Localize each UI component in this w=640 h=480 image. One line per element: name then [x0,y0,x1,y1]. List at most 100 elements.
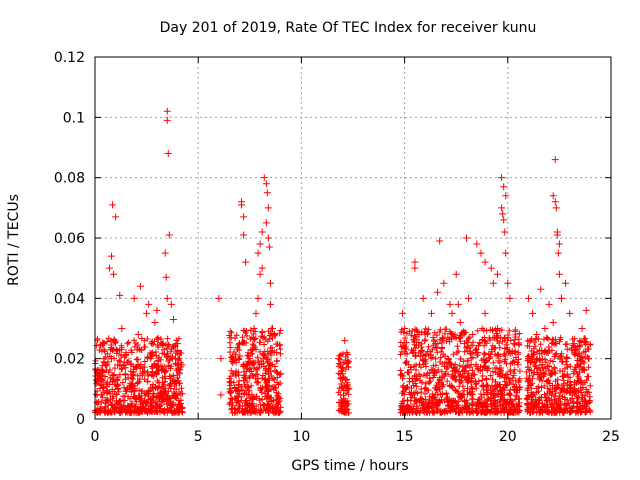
data-point [337,391,345,399]
data-point [262,219,270,227]
data-point [448,309,456,317]
data-point [265,243,273,251]
data-point [508,400,516,408]
data-point [551,156,559,164]
data-point [262,180,270,188]
data-point [147,355,155,363]
data-point [169,315,177,323]
data-point [273,349,281,357]
data-point [500,216,508,224]
data-point [576,400,584,408]
data-point [254,294,262,302]
data-point [499,210,507,218]
data-points [95,107,592,411]
data-point [341,337,349,345]
data-point [248,394,256,402]
data-point [446,300,454,308]
data-point [95,370,103,378]
data-point [163,116,171,124]
data-point [240,213,248,221]
data-point [564,379,572,387]
data-point [227,379,235,387]
y-axis-label: ROTI / TECUs [6,194,22,286]
data-point [339,370,347,378]
data-point [164,150,172,158]
data-point [469,400,477,408]
data-point [460,340,468,348]
data-point [264,234,272,242]
data-point [411,258,419,266]
data-point [419,294,427,302]
data-point [415,331,423,339]
data-point [477,249,485,257]
data-point [570,340,578,348]
data-point [114,361,122,369]
data-point [335,355,343,363]
data-point [176,370,184,378]
data-point [551,198,559,206]
data-point [500,183,508,191]
data-point [256,240,264,248]
data-point [423,370,431,378]
data-point [138,370,146,378]
data-point [524,294,532,302]
data-point [401,325,409,332]
data-point [489,279,497,287]
data-point [271,331,279,339]
data-point [411,264,419,272]
data-point [533,331,541,339]
data-point [454,300,462,308]
data-point [582,306,590,314]
data-point [481,258,489,266]
data-point [252,309,260,317]
data-point [502,192,510,200]
data-point [487,264,495,272]
y-tick-label: 0.08 [54,171,85,187]
data-point [555,240,563,248]
y-tick-label: 0.02 [54,352,85,368]
data-point [101,397,109,405]
data-point [432,340,440,348]
data-point [120,403,128,411]
chart-title: Day 201 of 2019, Rate Of TEC Index for r… [160,20,537,36]
data-point [399,309,407,317]
data-point [493,325,501,332]
data-point [421,385,429,393]
data-point [483,397,491,405]
data-point [161,249,169,257]
data-point [537,285,545,293]
data-point [238,201,246,209]
data-point [409,349,417,357]
data-point [343,349,351,357]
data-point [116,291,124,299]
data-point [465,294,473,302]
data-point [452,270,460,278]
data-point [337,361,345,369]
y-tick-label: 0.1 [63,110,85,126]
x-tick-label: 15 [396,429,414,445]
data-point [473,240,481,248]
y-tick-label: 0.04 [54,291,85,307]
data-point [456,318,464,326]
data-point [163,107,171,115]
data-point [535,397,543,405]
data-point [266,300,274,308]
data-point [504,279,512,287]
data-point [240,231,248,239]
data-point [215,294,223,302]
data-point [506,294,514,302]
data-point [545,300,553,308]
data-point [258,228,266,236]
data-point [217,391,225,399]
data-point [149,394,157,402]
data-point [178,361,186,369]
data-point [242,258,250,266]
data-point [264,204,272,212]
dense-point-clusters [92,325,594,416]
data-point [231,370,239,378]
data-point [498,174,506,182]
data-point [345,385,353,393]
data-point [163,294,171,302]
data-point [233,397,241,405]
data-point [514,361,522,369]
